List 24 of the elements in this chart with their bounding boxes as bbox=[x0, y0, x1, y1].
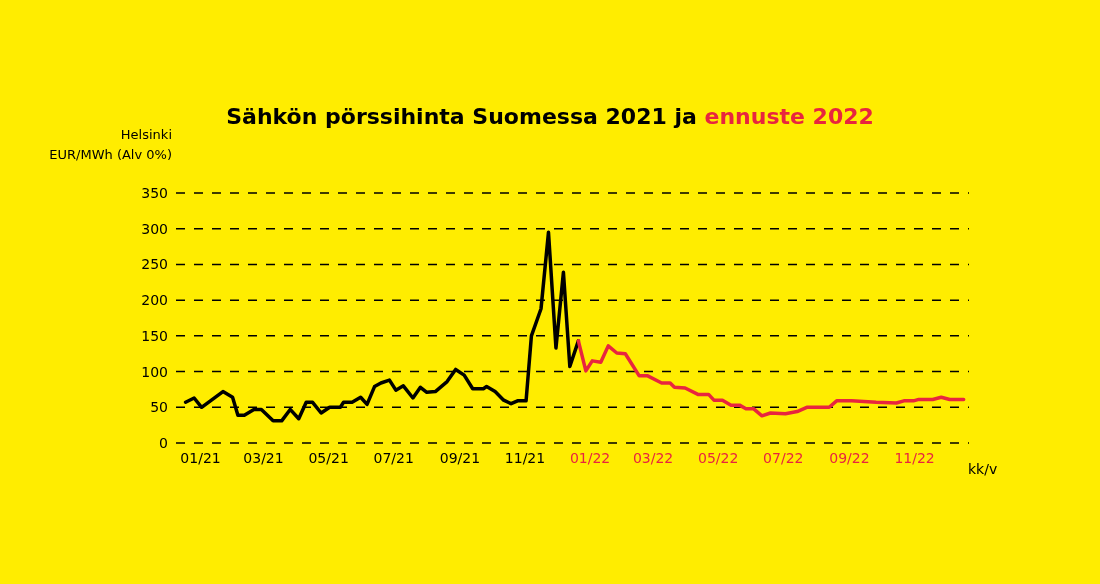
y-axis-title: Helsinki EUR/MWh (Alv 0%) bbox=[49, 126, 172, 164]
x-tick-label: 03/22 bbox=[632, 450, 674, 466]
x-tick-label: 09/21 bbox=[439, 450, 481, 466]
chart-title: Sähkön pörssihinta Suomessa 2021 ja ennuste 2022 bbox=[226, 104, 874, 129]
x-tick-label: 11/21 bbox=[504, 450, 546, 466]
line-series bbox=[576, 339, 966, 418]
x-axis-title: kk/v bbox=[968, 461, 998, 477]
x-tick-label: 05/22 bbox=[698, 450, 739, 466]
x-tick-label: 01/21 bbox=[180, 450, 221, 466]
x-tick-label: 05/21 bbox=[308, 450, 349, 466]
x-tick-label: 03/21 bbox=[243, 450, 284, 466]
x-tick-label: 01/22 bbox=[569, 450, 611, 466]
y-tick-label: 50 bbox=[150, 399, 168, 416]
y-tick-label: 350 bbox=[141, 184, 168, 201]
x-tick-label: 11/22 bbox=[894, 450, 935, 466]
y-tick-label: 100 bbox=[141, 363, 168, 380]
y-tick-label: 150 bbox=[141, 327, 168, 344]
y-tick-label: 250 bbox=[141, 256, 168, 273]
y-tick-label: 200 bbox=[141, 292, 168, 309]
x-tick-label: 07/21 bbox=[373, 450, 414, 466]
x-tick-label: 09/22 bbox=[829, 450, 870, 466]
x-tick-label: 07/22 bbox=[763, 450, 804, 466]
y-tick-label: 0 bbox=[159, 434, 168, 451]
y-tick-label: 300 bbox=[141, 220, 168, 237]
